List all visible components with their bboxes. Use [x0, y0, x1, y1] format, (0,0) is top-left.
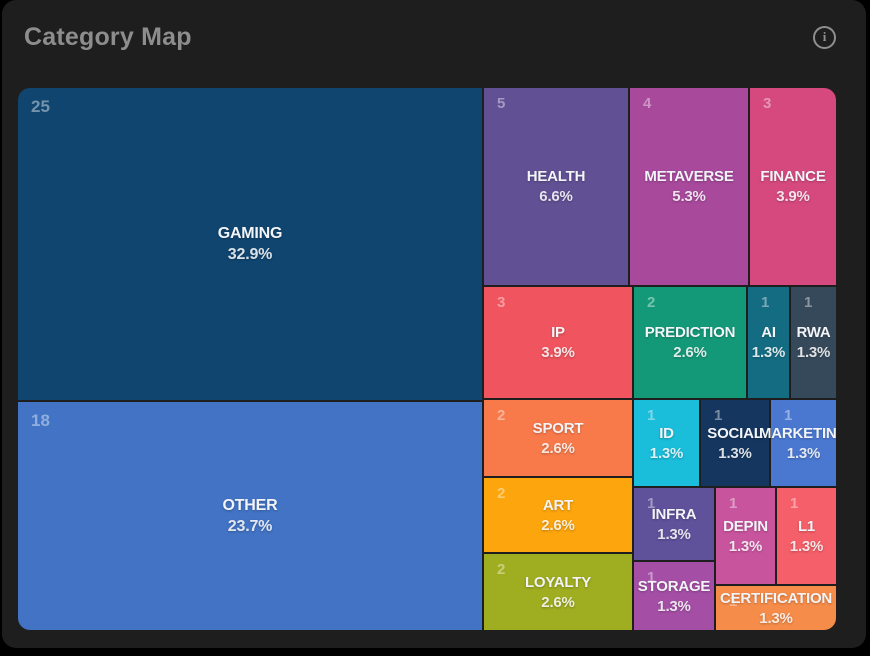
tile-count: 1	[790, 495, 799, 512]
tile-label: GAMING	[217, 224, 283, 242]
tile-count: 3	[763, 95, 772, 112]
tile-label: METAVERSE	[644, 168, 734, 185]
tile-percent: 3.9%	[541, 344, 575, 361]
tile-percent: 23.7%	[227, 517, 273, 535]
treemap-tile-l1[interactable]: 1 L1 1.3%	[777, 488, 836, 584]
tile-label: INFRA	[651, 505, 697, 523]
card-header: Category Map i	[2, 0, 866, 74]
tile-label: LOYALTY	[524, 573, 592, 591]
tile-label: OTHER	[222, 496, 278, 514]
treemap-tile-depin[interactable]: 1 DEPIN 1.3%	[716, 488, 775, 584]
tile-label: SOCIAL	[707, 424, 763, 442]
treemap-tile-marketing[interactable]: 1 MARKETING 1.3%	[759, 400, 836, 486]
tile-count: 1	[761, 294, 770, 311]
tile-label: L1	[797, 517, 816, 535]
treemap-tile-gaming[interactable]: 25 GAMING 32.9%	[18, 88, 482, 400]
tile-percent: 2.6%	[541, 593, 575, 611]
treemap-tile-rwa[interactable]: 1 RWA 1.3%	[791, 287, 836, 398]
tile-count: 1	[714, 407, 723, 424]
tile-percent: 1.3%	[789, 537, 824, 555]
tile-percent: 1.3%	[657, 525, 691, 543]
tile-percent: 1.3%	[751, 344, 786, 361]
tile-label: MARKETING	[758, 424, 836, 442]
tile-count: 18	[31, 411, 50, 430]
treemap-tile-social[interactable]: 1 SOCIAL 1.3%	[701, 400, 769, 486]
tile-label: STORAGE	[637, 577, 711, 595]
treemap-tile-health[interactable]: 5 HEALTH 6.6%	[484, 88, 628, 285]
tile-percent: 2.6%	[541, 516, 575, 534]
tile-label: SPORT	[532, 419, 584, 437]
tile-percent: 1.3%	[649, 444, 684, 462]
tile-label: DEPIN	[723, 517, 768, 535]
tile-label: ID	[659, 424, 674, 442]
tile-count: 1	[804, 294, 813, 311]
treemap-tile-ip[interactable]: 3 IP 3.9%	[484, 287, 632, 398]
treemap-tile-finance[interactable]: 3 FINANCE 3.9%	[750, 88, 836, 285]
tile-count: 1	[729, 593, 738, 610]
treemap-tile-certification[interactable]: 1 CERTIFICATION 1.3%	[716, 586, 836, 630]
tile-count: 1	[784, 407, 793, 424]
tile-percent: 1.3%	[657, 597, 691, 615]
tile-count: 2	[497, 485, 506, 502]
treemap-tile-prediction[interactable]: 2 PREDICTION 2.6%	[634, 287, 746, 398]
tile-count: 1	[647, 495, 656, 512]
tile-label: AI	[761, 324, 776, 341]
treemap-tile-ai[interactable]: 1 AI 1.3%	[748, 287, 789, 398]
tile-label: CERTIFICATION	[719, 589, 833, 607]
tile-label: HEALTH	[526, 168, 586, 185]
treemap-tile-storage[interactable]: 1 STORAGE 1.3%	[634, 562, 714, 630]
tile-percent: 1.3%	[786, 444, 821, 462]
tile-percent: 1.3%	[728, 537, 763, 555]
tile-percent: 1.3%	[718, 444, 752, 462]
treemap-tile-metaverse[interactable]: 4 METAVERSE 5.3%	[630, 88, 748, 285]
tile-count: 3	[497, 294, 506, 311]
tile-percent: 32.9%	[227, 245, 273, 263]
tile-count: 2	[497, 407, 506, 424]
category-treemap: 25 GAMING 32.9% 18 OTHER 23.7% 5 HEALTH …	[18, 88, 836, 630]
tile-label: PREDICTION	[644, 324, 736, 341]
treemap-tile-art[interactable]: 2 ART 2.6%	[484, 478, 632, 552]
tile-percent: 3.9%	[776, 188, 810, 205]
tile-percent: 5.3%	[672, 188, 706, 205]
tile-percent: 6.6%	[539, 188, 573, 205]
tile-count: 1	[647, 407, 656, 424]
tile-percent: 2.6%	[541, 439, 575, 457]
tile-count: 4	[643, 95, 652, 112]
treemap-tile-infra[interactable]: 1 INFRA 1.3%	[634, 488, 714, 560]
tile-percent: 1.3%	[759, 609, 793, 627]
tile-count: 25	[31, 97, 50, 116]
tile-count: 1	[729, 495, 738, 512]
page-title: Category Map	[24, 22, 192, 51]
tile-percent: 2.6%	[673, 344, 707, 361]
tile-label: FINANCE	[760, 168, 826, 185]
tile-count: 5	[497, 95, 506, 112]
info-icon[interactable]: i	[813, 25, 836, 49]
tile-count: 2	[647, 294, 656, 311]
tile-label: IP	[551, 324, 565, 341]
treemap-tile-loyalty[interactable]: 2 LOYALTY 2.6%	[484, 554, 632, 630]
treemap-tile-sport[interactable]: 2 SPORT 2.6%	[484, 400, 632, 476]
treemap-tile-id[interactable]: 1 ID 1.3%	[634, 400, 699, 486]
treemap-tile-other[interactable]: 18 OTHER 23.7%	[18, 402, 482, 630]
tile-label: RWA	[796, 324, 831, 341]
tile-count: 2	[497, 561, 506, 578]
tile-count: 1	[647, 569, 656, 586]
tile-label: ART	[542, 496, 574, 514]
tile-percent: 1.3%	[796, 344, 831, 361]
